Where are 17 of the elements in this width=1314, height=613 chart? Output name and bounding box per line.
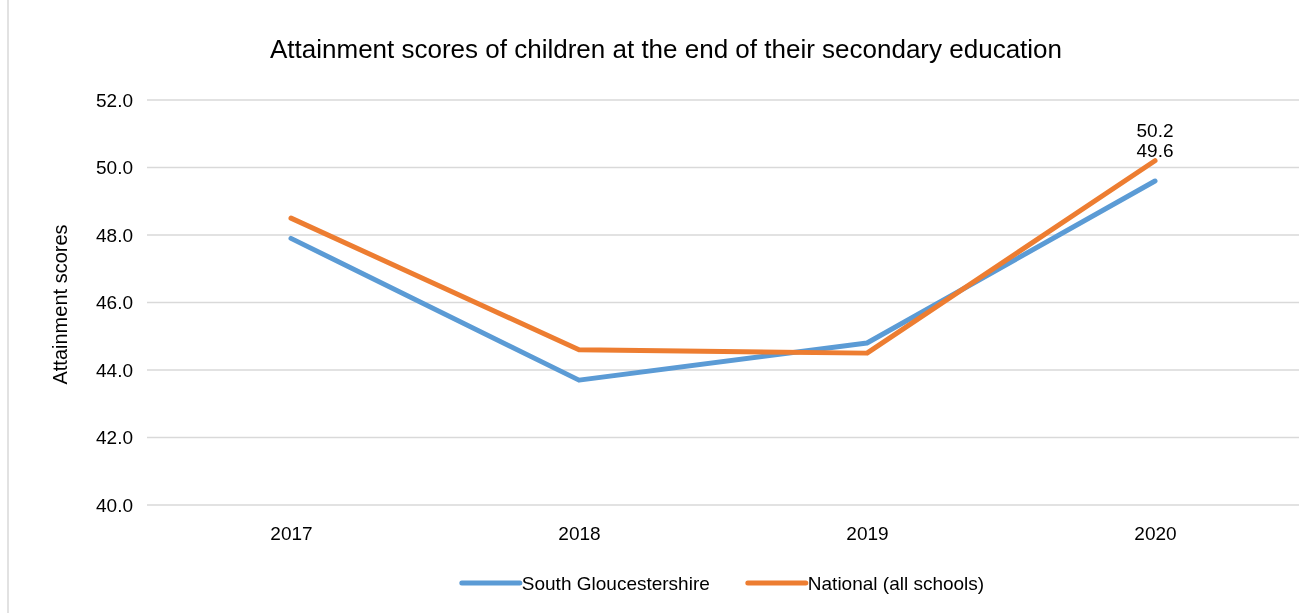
data-label: 49.6 — [1136, 140, 1174, 161]
x-tick-label: 2019 — [846, 523, 889, 545]
y-tick-label: 46.0 — [96, 292, 133, 314]
y-tick-label: 40.0 — [96, 494, 133, 516]
x-tick-label: 2018 — [558, 523, 601, 545]
y-tick-label: 52.0 — [96, 89, 133, 111]
y-tick-label: 44.0 — [96, 359, 133, 381]
x-tick-label: 2020 — [1134, 523, 1177, 545]
chart-title: Attainment scores of children at the end of their secondary education — [269, 34, 1063, 64]
y-tick-label: 50.0 — [96, 157, 133, 179]
y-axis-title: Attainment scores — [49, 224, 71, 385]
legend-label: South Gloucestershire — [521, 573, 710, 594]
y-tick-label: 48.0 — [96, 224, 133, 246]
legend-label: National (all schools) — [807, 573, 985, 594]
y-tick-label: 42.0 — [96, 427, 133, 449]
data-label: 50.2 — [1136, 119, 1174, 141]
x-tick-label: 2017 — [270, 523, 313, 545]
